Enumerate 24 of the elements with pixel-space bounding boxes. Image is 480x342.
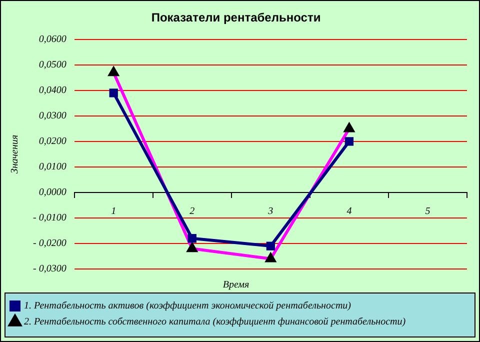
chart-title: Показатели рентабельности — [151, 10, 321, 25]
y-tick-label: - 0,0300 — [32, 264, 66, 275]
y-tick-label: 0,0300 — [38, 110, 66, 122]
point — [344, 137, 354, 146]
y-axis-title: Значения — [10, 134, 21, 174]
y-tick-label: - 0,0200 — [32, 238, 66, 250]
x-tick-label: 5 — [425, 206, 430, 218]
legend-label: 1. Рентабельность активов (коэффициент экономической рентабельности) — [24, 300, 352, 312]
x-tick-label: 3 — [267, 206, 274, 218]
legend-label: 2. Рентабельность собственного капитала (коэффициент финансовой рентабельности) — [24, 316, 406, 328]
x-tick-label: 4 — [346, 206, 352, 218]
point — [109, 88, 118, 98]
x-tick-label: 1 — [111, 206, 116, 218]
y-tick-label: - 0,0100 — [32, 212, 66, 224]
point — [188, 234, 196, 243]
y-tick-label: 0,0600 — [38, 34, 66, 46]
x-tick-label: 2 — [190, 206, 195, 218]
y-tick-label: 0,0100 — [38, 162, 66, 173]
x-axis-title: Время — [222, 280, 250, 291]
y-tick-label: 0,0200 — [38, 136, 66, 148]
y-tick-label: 0,0500 — [38, 60, 66, 71]
y-tick-label: 0,0400 — [38, 85, 66, 96]
y-tick-label: 0,0000 — [38, 187, 66, 198]
point — [266, 242, 275, 250]
